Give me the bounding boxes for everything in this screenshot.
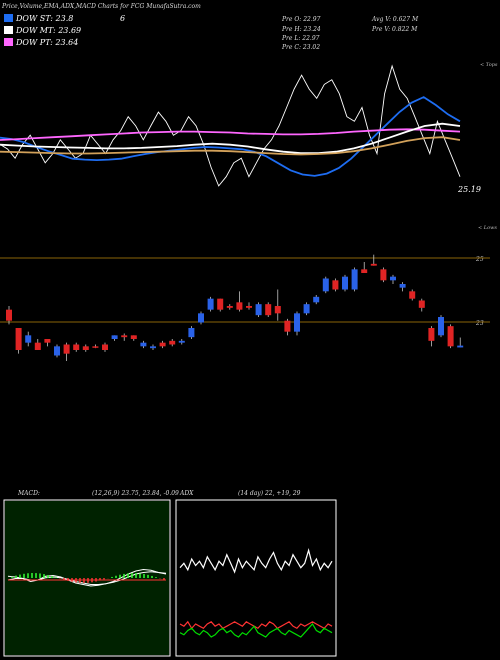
candle-body-5 — [54, 346, 60, 356]
candle-body-26 — [255, 304, 262, 316]
macd-label: MACD: — [18, 490, 40, 497]
adx-panel — [175, 499, 337, 657]
candle-body-18 — [178, 340, 185, 343]
candle-layer — [6, 254, 464, 361]
candle-body-39 — [380, 269, 387, 281]
candle-body-28 — [274, 306, 281, 314]
candle-body-41 — [399, 284, 406, 288]
last-ema-label: 25.19 — [458, 185, 481, 194]
candle-body-16 — [159, 342, 166, 347]
candle-body-42 — [409, 291, 416, 299]
candle-body-37 — [361, 269, 368, 273]
candle-body-10 — [102, 344, 108, 350]
candle-body-36 — [351, 269, 358, 290]
tops-label: < Tops — [480, 62, 498, 68]
candle-body-4 — [44, 339, 51, 343]
ema-avg-series-3 — [0, 136, 461, 156]
legend-extra: 6 — [120, 14, 126, 23]
legend-item-pt: DOW PT: 23.64 — [4, 38, 78, 47]
candle-body-17 — [169, 340, 176, 345]
legend-item-mt: DOW MT: 23.69 — [4, 26, 81, 35]
legend-swatch-mt — [4, 26, 13, 34]
candle-body-33 — [322, 278, 329, 292]
candle-body-34 — [332, 280, 339, 290]
candle-body-29 — [284, 320, 291, 332]
candle-body-44 — [428, 328, 435, 341]
candle-body-24 — [236, 302, 243, 310]
candle-body-38 — [370, 263, 377, 266]
candle-body-30 — [294, 313, 300, 332]
adx-series-0 — [179, 548, 333, 574]
macd-values: (12,26,9) 23.75, 23.84, -0.09 — [92, 490, 179, 497]
pre-volume: Pre V: 0.822 M — [372, 26, 418, 33]
ema-avg-series-0 — [0, 96, 461, 177]
candle-body-11 — [111, 335, 118, 339]
candle-body-6 — [63, 344, 70, 354]
candle-body-15 — [150, 346, 156, 349]
legend-label-pt: DOW PT: 23.64 — [16, 38, 79, 47]
candle-body-3 — [34, 342, 41, 350]
adx-series-2 — [179, 622, 333, 638]
candle-body-46 — [447, 326, 454, 347]
candle-body-9 — [92, 346, 99, 348]
legend-swatch-pt — [4, 38, 13, 46]
legend-item-st: DOW ST: 23.8 — [4, 14, 73, 23]
candle-body-23 — [226, 306, 233, 308]
candle-body-13 — [130, 335, 137, 339]
macd-layer — [5, 501, 169, 655]
ohlc-low: Pre L: 22.97 — [282, 35, 320, 42]
adx-series-1 — [179, 620, 333, 630]
candle-body-45 — [438, 317, 444, 336]
ohlc-high: Pre H: 23.24 — [282, 26, 321, 33]
legend-label-mt: DOW MT: 23.69 — [16, 26, 82, 35]
candle-body-20 — [198, 313, 204, 323]
candle-body-1 — [15, 328, 22, 350]
candle-body-31 — [303, 304, 310, 314]
macd-series-0 — [7, 568, 167, 587]
candle-body-25 — [246, 306, 252, 308]
candle-body-47 — [457, 345, 464, 348]
candle-body-7 — [73, 344, 80, 350]
level-upper-label: 25 — [476, 256, 484, 263]
ohlc-close: Pre C: 23.02 — [282, 44, 321, 51]
candle-body-43 — [418, 300, 425, 308]
candle-body-19 — [188, 328, 195, 338]
ema-avg-series-2 — [0, 122, 461, 155]
candle-body-12 — [121, 335, 128, 338]
ohlc-open: Pre O: 22.97 — [282, 16, 321, 23]
candle-body-32 — [313, 296, 320, 303]
candle-body-21 — [207, 298, 214, 310]
ema-layer — [0, 64, 461, 187]
ema-price-series-0 — [0, 64, 461, 187]
candle-body-2 — [25, 335, 32, 343]
candle-body-35 — [342, 276, 348, 290]
legend-label-st: DOW ST: 23.8 — [16, 14, 74, 23]
adx-label: ADX — [180, 490, 194, 497]
level-lower-label: 23 — [476, 320, 484, 327]
candle-body-27 — [265, 304, 272, 316]
adx-layer — [179, 548, 333, 638]
ema-avg-series-1 — [0, 128, 461, 141]
chart-title: Price,Volume,EMA,ADX,MACD Charts for FCG… — [2, 3, 201, 10]
candle-body-40 — [390, 276, 396, 281]
candle-body-0 — [6, 309, 12, 321]
candle-body-8 — [82, 346, 89, 350]
candle-body-14 — [140, 342, 147, 347]
avg-volume: Avg V: 0.627 M — [372, 16, 419, 23]
adx-values: (14 day) 22, +19, 29 — [238, 490, 301, 497]
lows-label: < Lows — [478, 225, 497, 231]
candle-body-22 — [217, 298, 224, 310]
legend-swatch-st — [4, 14, 13, 22]
macd-panel — [3, 499, 171, 657]
